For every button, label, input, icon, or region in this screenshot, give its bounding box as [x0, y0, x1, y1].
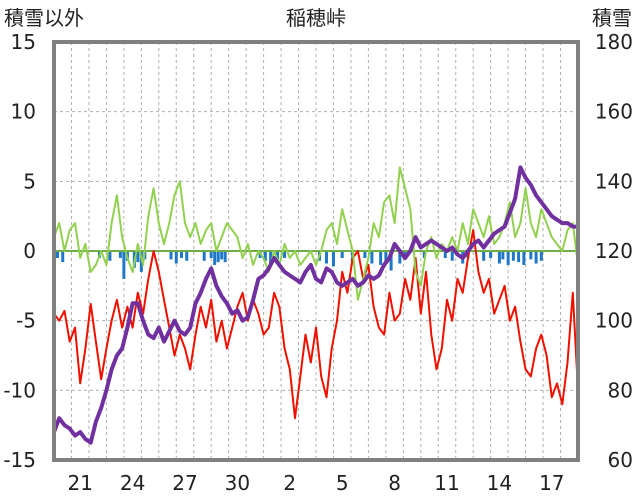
precip-bar	[511, 251, 515, 261]
y-tick-label-right: 120	[595, 239, 633, 263]
y-tick-label-right: 180	[595, 30, 633, 54]
precip-bar	[529, 251, 533, 260]
precip-bar	[118, 251, 122, 258]
series-lines	[52, 165, 579, 445]
precip-bar	[497, 251, 501, 264]
y-tick-label-right: 160	[595, 100, 633, 124]
precip-bar	[174, 251, 178, 264]
x-tick-label: 21	[67, 471, 92, 495]
y-tick-label-left: 15	[11, 30, 36, 54]
x-tick-label: 17	[539, 471, 564, 495]
x-tick-label: 27	[172, 471, 197, 495]
y-tick-label-right: 140	[595, 169, 633, 193]
grid	[54, 42, 578, 460]
precip-bar	[263, 251, 267, 261]
chart-title: 稲穂峠	[286, 6, 346, 30]
precip-bar	[379, 251, 383, 265]
y-tick-label-left: -5	[16, 309, 36, 333]
precip-bar	[370, 251, 374, 264]
precip-bar	[213, 251, 217, 265]
x-tick-label: 24	[120, 471, 145, 495]
snow_depth-line	[52, 165, 578, 445]
precip-bar	[534, 251, 538, 264]
y-tick-label-right: 60	[608, 448, 633, 472]
y-tick-label-left: 10	[11, 100, 36, 124]
precip-bar	[450, 251, 454, 261]
x-tick-label: 14	[487, 471, 512, 495]
precip-bar	[501, 251, 505, 260]
precip-bar	[61, 251, 65, 263]
precip-bar	[482, 251, 486, 261]
y-tick-label-left: 5	[23, 169, 36, 193]
precip-bar	[363, 251, 367, 258]
precip-bar	[389, 251, 393, 271]
y-tick-label-left: -15	[3, 448, 36, 472]
x-tick-label: 30	[225, 471, 250, 495]
precip-bar	[384, 251, 388, 263]
precip-bar	[202, 251, 206, 261]
precip-bar	[108, 251, 112, 261]
precip-bar	[136, 251, 140, 263]
precip-bar	[180, 251, 184, 258]
temperature-line	[53, 229, 579, 420]
y-axis-label-right: 積雪	[592, 6, 632, 30]
x-tick-label: 11	[434, 471, 459, 495]
precip-bar	[340, 251, 344, 258]
precip-bar	[539, 251, 543, 261]
precip-bar	[283, 251, 287, 258]
x-tick-label: 5	[336, 471, 349, 495]
precip-bar	[398, 251, 402, 264]
y-tick-label-right: 100	[595, 309, 633, 333]
precip-bar	[489, 251, 493, 258]
precip-bar	[331, 251, 335, 267]
precip-bar	[220, 251, 224, 260]
precip-bar	[269, 251, 273, 264]
precip-bar	[522, 251, 526, 265]
y-tick-label-left: -10	[3, 378, 36, 402]
precip-bar	[324, 251, 328, 264]
x-tick-label: 8	[388, 471, 401, 495]
y-tick-label-right: 80	[608, 378, 633, 402]
precip-bar	[517, 251, 521, 263]
y-axis-label-left: 積雪以外	[4, 6, 84, 30]
plot-frame	[52, 40, 580, 462]
precip-bar	[422, 251, 426, 258]
precip-bar	[443, 251, 447, 258]
x-tick-label: 2	[283, 471, 296, 495]
precip-bar	[403, 251, 407, 258]
precip-bar	[216, 251, 220, 263]
tick-labels: 15 10 5 0 -5 -10 -15 180 160 140 120 100 80 60 21 24 27 3…	[3, 30, 633, 495]
precip-bar	[55, 251, 59, 258]
y-tick-label-left: 0	[23, 239, 36, 263]
wind-line	[53, 166, 579, 301]
precip-bar	[276, 251, 280, 260]
precip-bar	[209, 251, 213, 258]
precip-bar	[122, 251, 126, 279]
precip-bar	[169, 251, 173, 260]
precip-bar	[223, 251, 227, 263]
precip-bar	[506, 251, 510, 265]
precip-bar	[185, 251, 189, 261]
